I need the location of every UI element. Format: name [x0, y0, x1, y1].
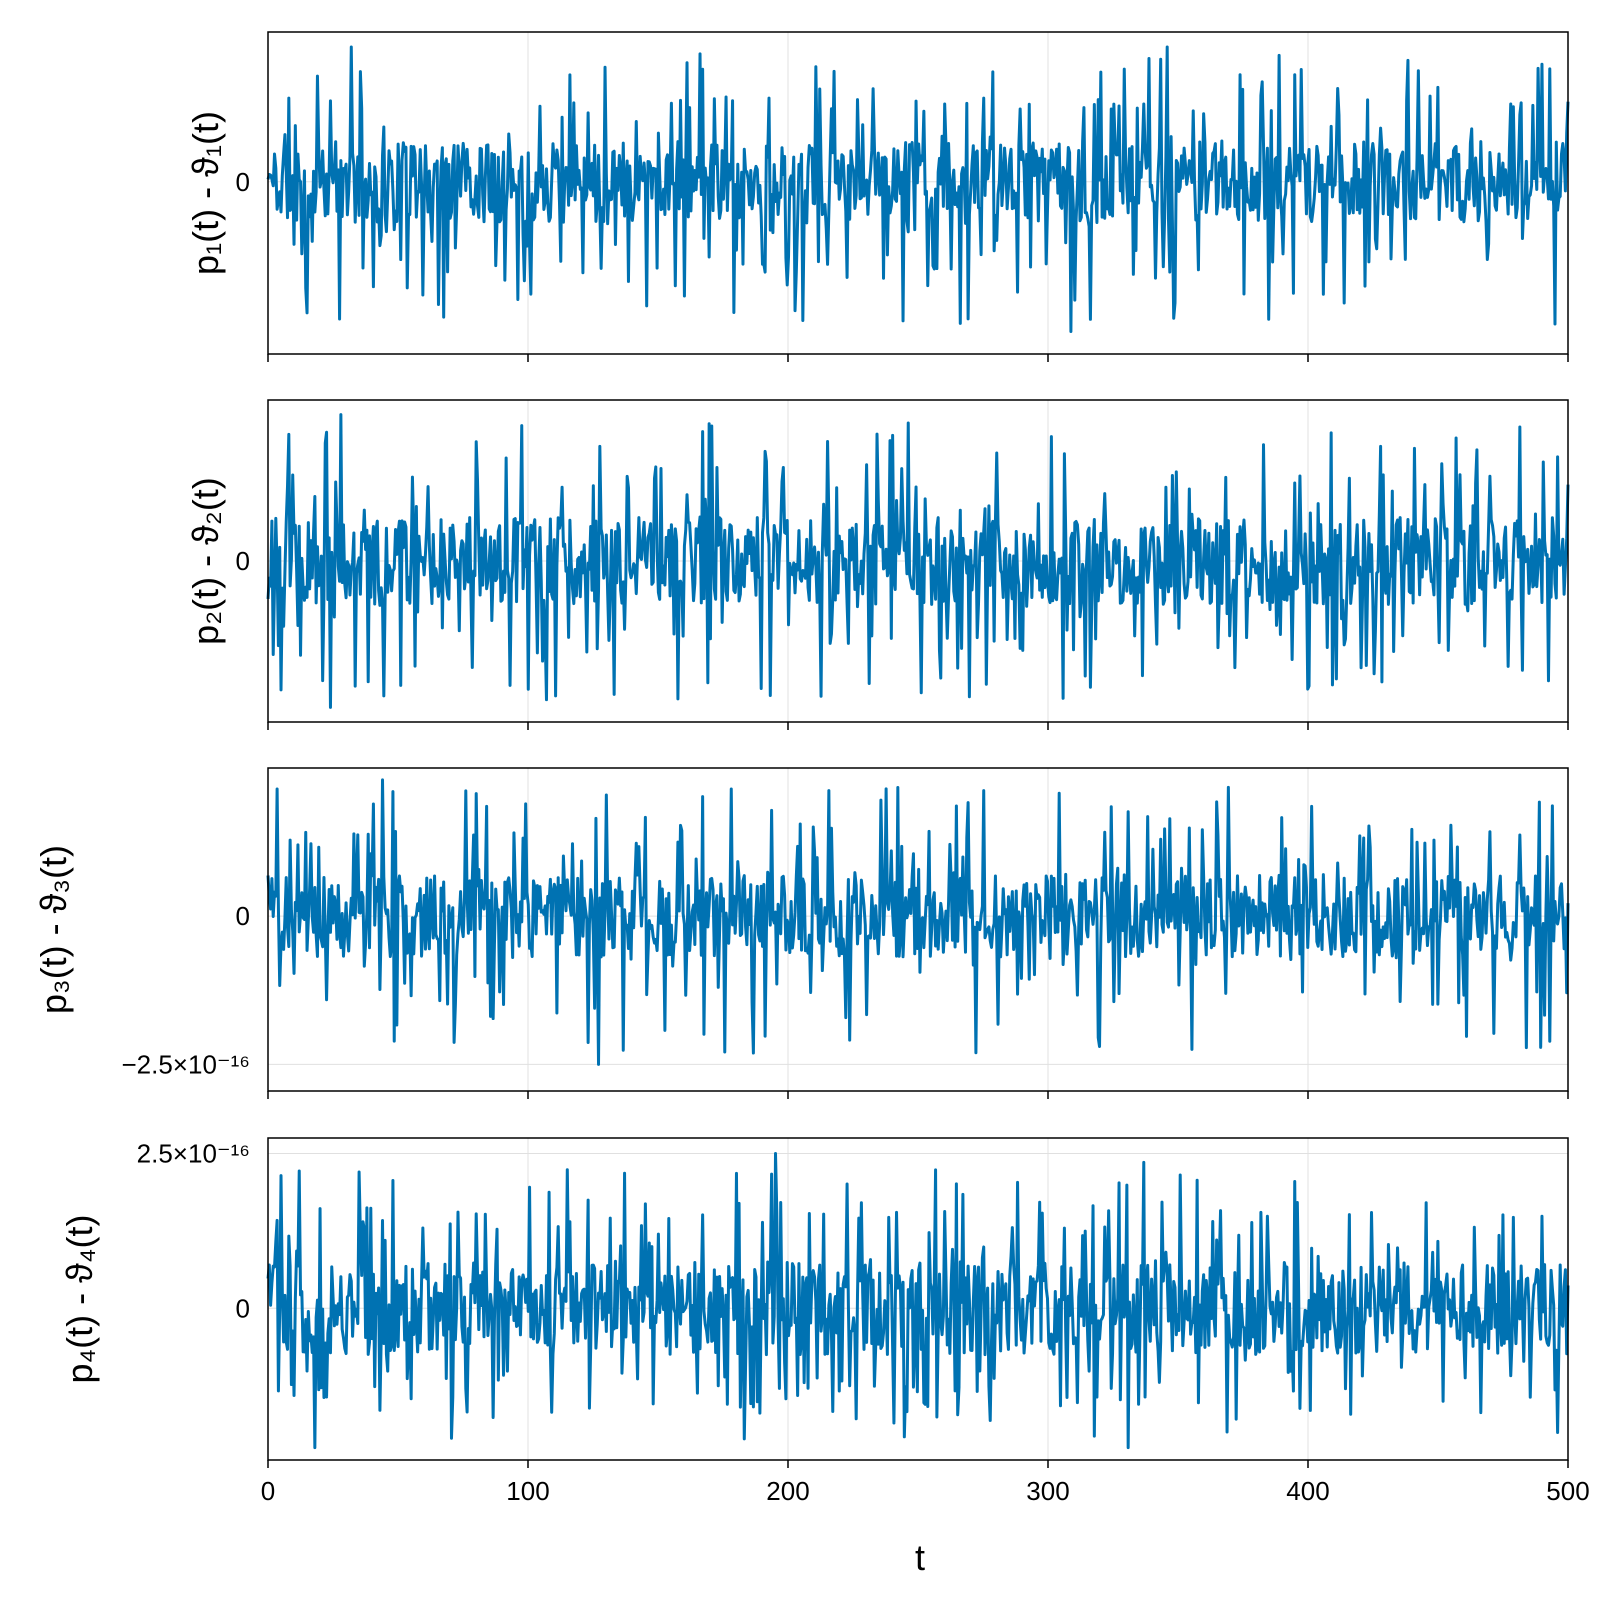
panel-2: 0 p₂(t) - ϑ₂(t) [185, 399, 1570, 730]
plot-frame [267, 767, 1569, 1092]
plot-frame [267, 1137, 1569, 1461]
y-axis-label: p₃(t) - ϑ₃(t) [33, 845, 74, 1014]
y-tick-label: 0 [236, 167, 250, 197]
x-axis-label: t [915, 1537, 925, 1578]
y-tick-label: 0 [236, 546, 250, 576]
plot-frame [267, 399, 1569, 723]
x-tick-label: 500 [1546, 1476, 1589, 1506]
y-tick-label: 2.5×10⁻¹⁶ [137, 1138, 250, 1168]
y-axis-label: p₁(t) - ϑ₁(t) [185, 111, 226, 275]
x-tick-label: 200 [766, 1476, 809, 1506]
x-tick-label: 400 [1286, 1476, 1329, 1506]
x-tick-label: 100 [506, 1476, 549, 1506]
y-tick-label: −2.5×10⁻¹⁶ [121, 1049, 250, 1079]
panel-1: 0 p₁(t) - ϑ₁(t) [185, 31, 1570, 362]
y-axis-label: p₄(t) - ϑ₄(t) [59, 1214, 100, 1383]
series-line [266, 413, 1570, 709]
y-tick-label: 0 [236, 1293, 250, 1323]
panel-4: 0 2.5×10⁻¹⁶ p₄(t) - ϑ₄(t) 0 100 200 300 400 500 [59, 1137, 1590, 1506]
x-tick-label: 0 [261, 1476, 275, 1506]
series-line [266, 1151, 1570, 1450]
x-tick-label: 300 [1026, 1476, 1069, 1506]
y-axis-label: p₂(t) - ϑ₂(t) [185, 477, 226, 645]
y-tick-label: 0 [236, 901, 250, 931]
series-line [266, 45, 1570, 334]
plot-frame [267, 31, 1569, 355]
series-line [266, 778, 1570, 1066]
panel-3: 0 −2.5×10⁻¹⁶ p₃(t) - ϑ₃(t) [33, 767, 1570, 1099]
panels: 0 p₁(t) - ϑ₁(t) 0 p₂(t) - ϑ₂(t) 0 −2.5×10⁻¹⁶ p… [33, 31, 1590, 1506]
